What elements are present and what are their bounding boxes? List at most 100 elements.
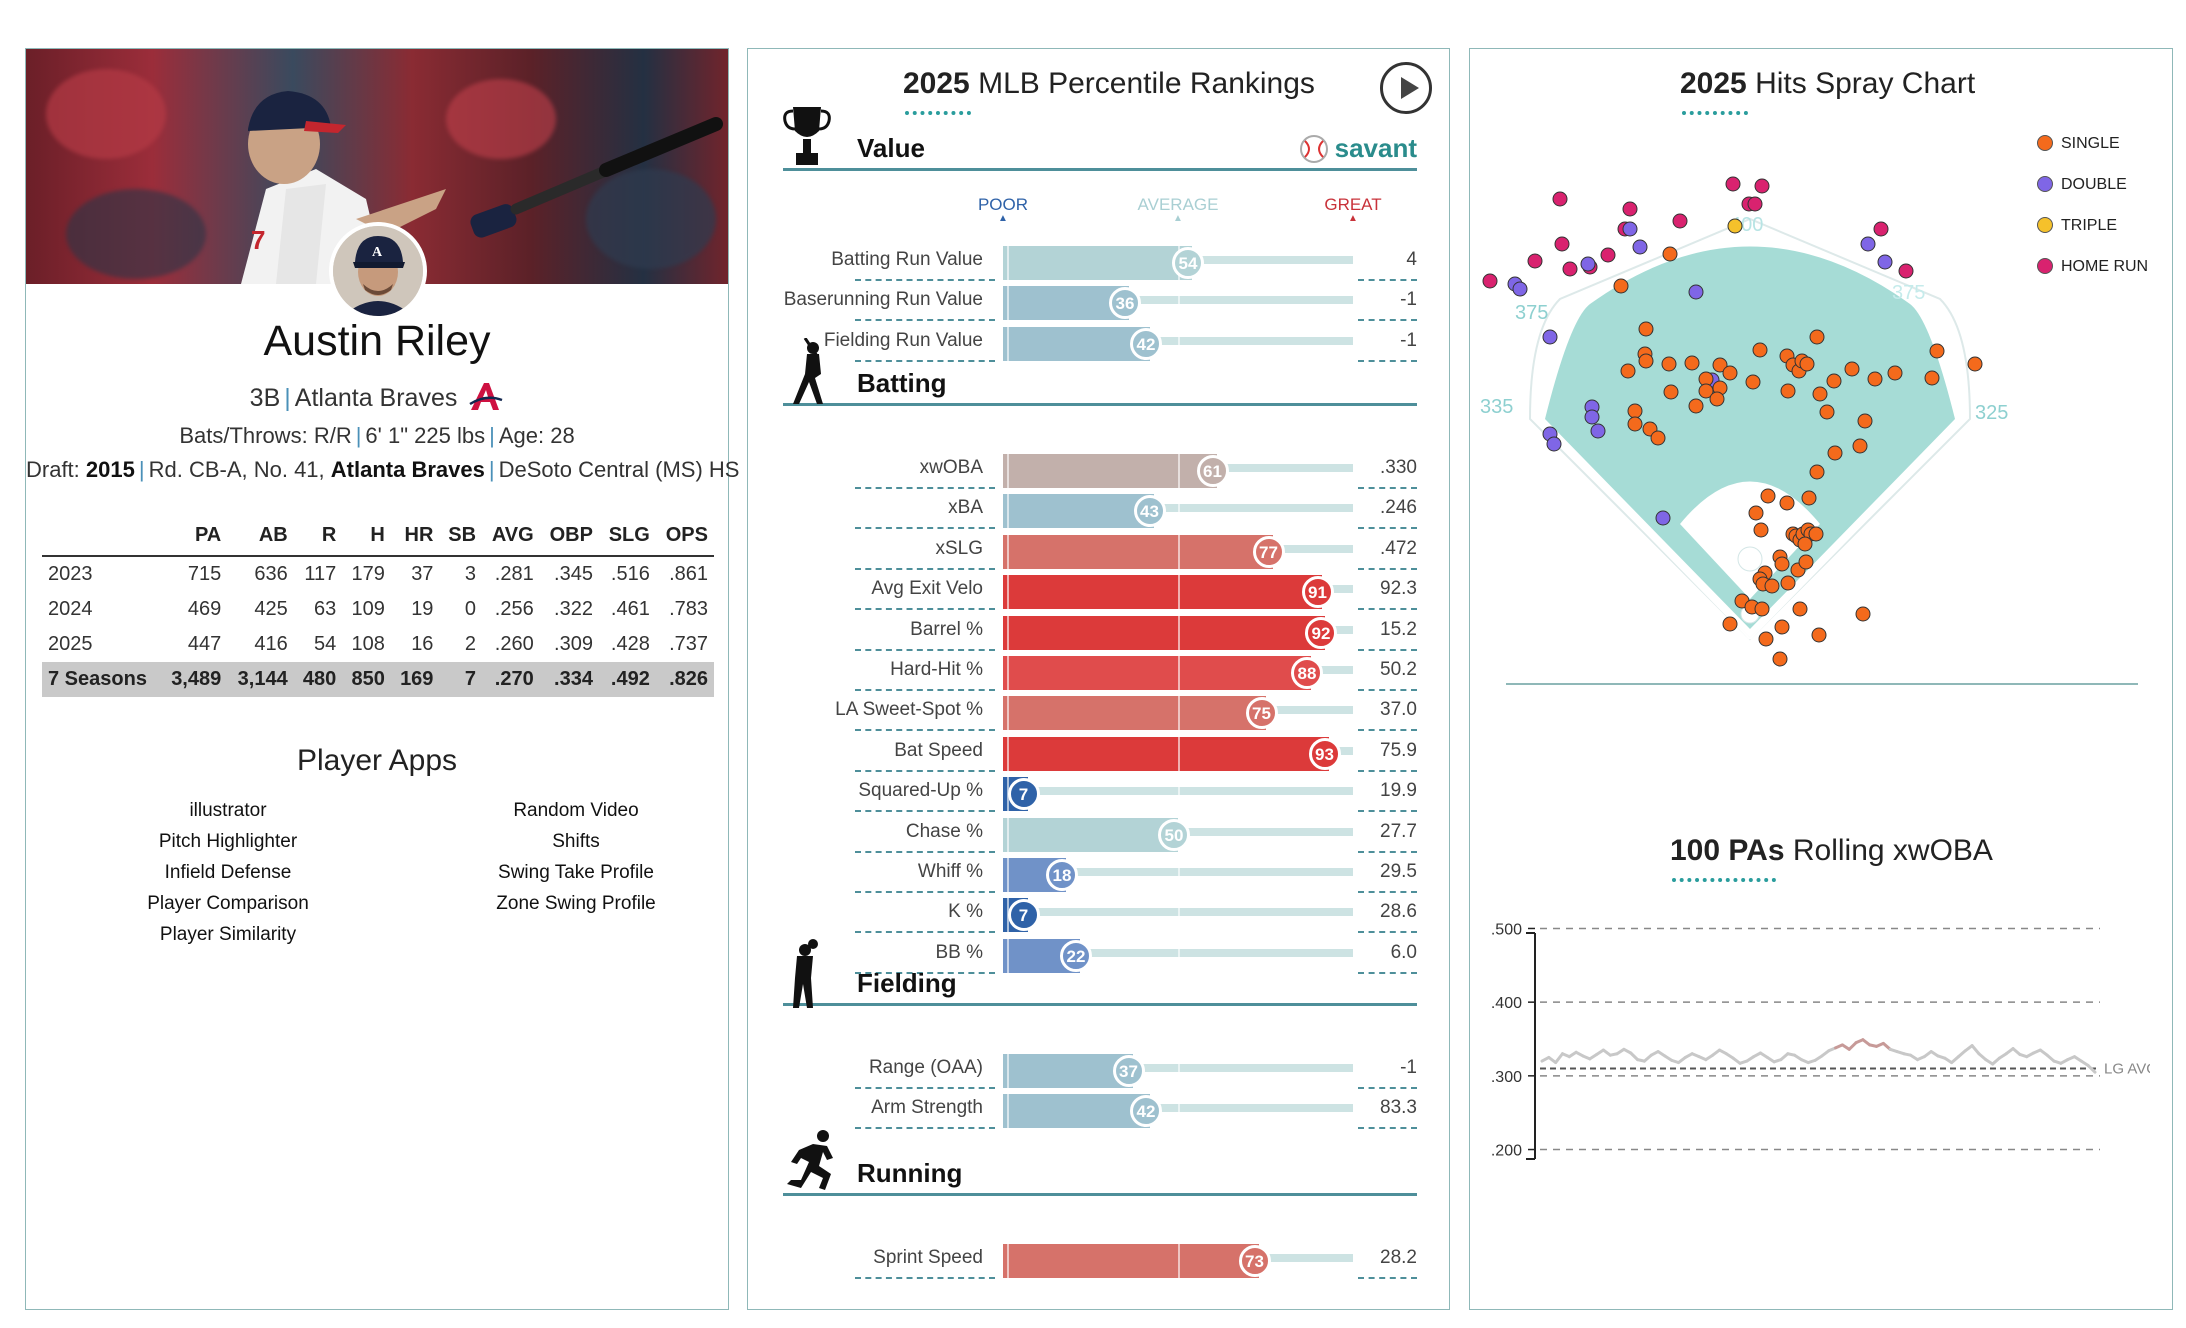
hit-marker[interactable] [1799, 356, 1815, 372]
hit-marker[interactable] [1887, 365, 1903, 381]
hit-marker[interactable] [1967, 356, 1983, 372]
hit-marker[interactable] [1844, 361, 1860, 377]
play-video-button[interactable] [1380, 62, 1432, 114]
hit-marker[interactable] [1613, 278, 1629, 294]
hit-marker[interactable] [1819, 404, 1835, 420]
hit-marker[interactable] [1661, 356, 1677, 372]
hit-marker[interactable] [1552, 191, 1568, 207]
hit-marker[interactable] [1554, 236, 1570, 252]
hit-marker[interactable] [1662, 246, 1678, 262]
percentile-row[interactable]: xBA 43 .246 [783, 489, 1417, 530]
hit-marker[interactable] [1860, 236, 1876, 252]
percentile-row[interactable]: Baserunning Run Value 36 -1 [783, 281, 1417, 322]
hit-marker[interactable] [1760, 488, 1776, 504]
app-link[interactable]: Player Similarity [159, 924, 297, 945]
app-link[interactable]: illustrator [189, 800, 267, 821]
hit-marker[interactable] [1722, 365, 1738, 381]
hit-marker[interactable] [1663, 384, 1679, 400]
hit-marker[interactable] [1753, 522, 1769, 538]
app-link[interactable]: Player Comparison [147, 893, 309, 914]
hit-marker[interactable] [1779, 495, 1795, 511]
hit-marker[interactable] [1590, 423, 1606, 439]
app-link[interactable]: Infield Defense [164, 862, 292, 883]
hit-marker[interactable] [1852, 438, 1868, 454]
hit-marker[interactable] [1688, 398, 1704, 414]
percentile-row[interactable]: Arm Strength 42 83.3 [783, 1089, 1417, 1130]
hit-marker[interactable] [1774, 619, 1790, 635]
hit-marker[interactable] [1622, 201, 1638, 217]
hit-marker[interactable] [1780, 575, 1796, 591]
hit-marker[interactable] [1542, 329, 1558, 345]
app-link[interactable]: Swing Take Profile [498, 862, 654, 883]
percentile-row[interactable]: Sprint Speed 73 28.2 [783, 1239, 1417, 1279]
percentile-row[interactable]: Squared-Up % 7 19.9 [783, 772, 1417, 813]
hit-marker[interactable] [1747, 196, 1763, 212]
app-link[interactable]: Zone Swing Profile [496, 893, 656, 914]
hit-marker[interactable] [1709, 391, 1725, 407]
hit-marker[interactable] [1809, 329, 1825, 345]
hit-marker[interactable] [1627, 416, 1643, 432]
hit-marker[interactable] [1808, 526, 1824, 542]
hit-marker[interactable] [1638, 321, 1654, 337]
hit-marker[interactable] [1622, 221, 1638, 237]
hit-marker[interactable] [1873, 221, 1889, 237]
hit-marker[interactable] [1812, 386, 1828, 402]
hit-marker[interactable] [1684, 355, 1700, 371]
percentile-row[interactable]: Fielding Run Value 42 -1 [783, 322, 1417, 362]
percentile-row[interactable]: xwOBA 61 .330 [783, 449, 1417, 489]
hit-marker[interactable] [1752, 342, 1768, 358]
hit-marker[interactable] [1809, 464, 1825, 480]
hit-marker[interactable] [1797, 536, 1813, 552]
hit-marker[interactable] [1924, 370, 1940, 386]
hit-marker[interactable] [1929, 343, 1945, 359]
hit-marker[interactable] [1877, 254, 1893, 270]
hit-marker[interactable] [1798, 554, 1814, 570]
hit-marker[interactable] [1546, 436, 1562, 452]
hit-marker[interactable] [1855, 606, 1871, 622]
hit-marker[interactable] [1774, 556, 1790, 572]
hit-marker[interactable] [1580, 256, 1596, 272]
hit-marker[interactable] [1748, 505, 1764, 521]
hit-marker[interactable] [1650, 430, 1666, 446]
hit-marker[interactable] [1620, 363, 1636, 379]
percentile-row[interactable]: Bat Speed 93 75.9 [783, 732, 1417, 772]
percentile-row[interactable]: Chase % 50 27.7 [783, 813, 1417, 853]
percentile-row[interactable]: Barrel % 92 15.2 [783, 611, 1417, 651]
percentile-row[interactable]: xSLG 77 .472 [783, 530, 1417, 570]
hit-marker[interactable] [1754, 178, 1770, 194]
hit-marker[interactable] [1655, 510, 1671, 526]
hit-marker[interactable] [1632, 239, 1648, 255]
hit-marker[interactable] [1754, 601, 1770, 617]
hit-marker[interactable] [1772, 651, 1788, 667]
hit-marker[interactable] [1857, 413, 1873, 429]
percentile-row[interactable]: Range (OAA) 37 -1 [783, 1049, 1417, 1089]
hit-marker[interactable] [1826, 373, 1842, 389]
hit-marker[interactable] [1758, 631, 1774, 647]
hit-marker[interactable] [1727, 218, 1743, 234]
percentile-row[interactable]: BB % 22 6.0 [783, 934, 1417, 974]
hit-marker[interactable] [1725, 176, 1741, 192]
hit-marker[interactable] [1792, 601, 1808, 617]
percentile-row[interactable]: Batting Run Value 54 4 [783, 241, 1417, 281]
app-link[interactable]: Random Video [513, 800, 639, 821]
hit-marker[interactable] [1712, 357, 1728, 373]
app-link[interactable]: Shifts [552, 831, 600, 852]
hit-marker[interactable] [1584, 409, 1600, 425]
hit-marker[interactable] [1801, 490, 1817, 506]
hit-marker[interactable] [1811, 627, 1827, 643]
hit-marker[interactable] [1562, 261, 1578, 277]
app-link[interactable]: Pitch Highlighter [158, 831, 298, 852]
hit-marker[interactable] [1638, 353, 1654, 369]
hit-marker[interactable] [1764, 578, 1780, 594]
percentile-row[interactable]: Hard-Hit % 88 50.2 [783, 651, 1417, 691]
percentile-row[interactable]: Avg Exit Velo 91 92.3 [783, 570, 1417, 611]
hit-marker[interactable] [1627, 403, 1643, 419]
hit-marker[interactable] [1512, 281, 1528, 297]
hit-marker[interactable] [1722, 616, 1738, 632]
hit-marker[interactable] [1482, 273, 1498, 289]
hit-marker[interactable] [1600, 247, 1616, 263]
hit-marker[interactable] [1688, 284, 1704, 300]
hit-marker[interactable] [1672, 213, 1688, 229]
hit-marker[interactable] [1698, 383, 1714, 399]
hit-marker[interactable] [1867, 371, 1883, 387]
